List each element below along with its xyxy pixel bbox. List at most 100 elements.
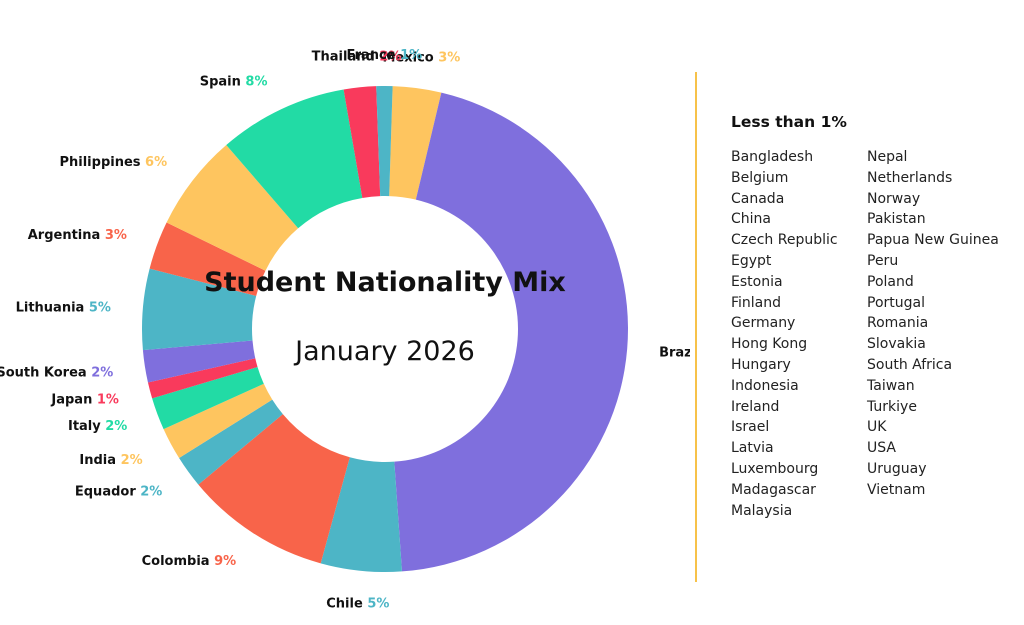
legend-item: Madagascar bbox=[731, 481, 816, 498]
legend-item: USA bbox=[867, 440, 896, 457]
legend-item: Poland bbox=[867, 273, 914, 290]
legend-item: Luxembourg bbox=[731, 460, 819, 477]
slice-label-name: Colombia bbox=[142, 554, 214, 569]
legend-item: Turkiye bbox=[867, 398, 917, 415]
slice-label-name: Japan bbox=[50, 393, 96, 408]
slice-label-name: Lithuania bbox=[16, 300, 89, 315]
legend-item: Uruguay bbox=[867, 460, 927, 477]
slice-label-name: Italy bbox=[68, 419, 105, 434]
slice-label: Lithuania 5% bbox=[16, 300, 111, 315]
slice-spain bbox=[226, 89, 363, 229]
slice-label-value: 1% bbox=[400, 48, 422, 63]
slice-label-value: 3% bbox=[438, 50, 460, 65]
divider bbox=[695, 72, 697, 582]
slice-south-korea bbox=[142, 340, 256, 383]
slice-label-value: 2% bbox=[140, 484, 162, 499]
legend-item: Belgium bbox=[731, 169, 789, 186]
legend-item: UK bbox=[867, 419, 887, 436]
chart-subtitle: January 2026 bbox=[293, 336, 475, 367]
slice-label-name: India bbox=[79, 453, 120, 468]
legend-item: Hong Kong bbox=[731, 336, 808, 353]
slice-label: Thailand 2% bbox=[312, 49, 402, 64]
legend-item: Czech Republic bbox=[731, 232, 838, 249]
slice-label: Philippines 6% bbox=[59, 155, 167, 170]
slice-brazil bbox=[394, 92, 628, 572]
legend-title: Less than 1% bbox=[731, 113, 847, 131]
legend-item: Germany bbox=[731, 315, 796, 332]
slice-equador bbox=[179, 399, 283, 485]
legend-item: Egypt bbox=[731, 252, 772, 269]
chart-title: Student Nationality Mix bbox=[204, 267, 566, 298]
slice-chile bbox=[320, 457, 402, 572]
legend-item: Peru bbox=[867, 252, 899, 269]
slice-label-name: South Korea bbox=[0, 365, 91, 380]
legend-item: Israel bbox=[731, 419, 770, 436]
slice-label-value: 6% bbox=[145, 155, 167, 170]
legend-item: Finland bbox=[731, 294, 782, 311]
slice-label: Colombia 9% bbox=[142, 554, 237, 569]
legend-item: Romania bbox=[867, 315, 929, 332]
legend-item: South Africa bbox=[867, 356, 953, 373]
legend-item: Taiwan bbox=[867, 377, 915, 394]
slice-label: Equador 2% bbox=[75, 484, 162, 499]
slice-label: Mexico 3% bbox=[382, 50, 460, 65]
slice-label-value: 5% bbox=[89, 300, 111, 315]
slice-label: India 2% bbox=[79, 453, 142, 468]
legend-item: Malaysia bbox=[731, 502, 793, 519]
slice-label: Japan 1% bbox=[50, 393, 119, 408]
slice-france bbox=[376, 86, 393, 197]
donut-chart: Mexico 3% Brazil 42% Chile 5% Colombia 9% Eq… bbox=[0, 48, 690, 612]
slice-label-value: 2% bbox=[379, 49, 401, 64]
legend-item: Papua New Guinea bbox=[867, 232, 999, 249]
slice-label: South Korea 2% bbox=[0, 365, 113, 380]
legend-column-2: Nepal Netherlands Norway Pakistan Papua New … bbox=[867, 147, 999, 521]
slice-italy bbox=[152, 366, 264, 430]
minor-countries-legend: Less than 1% Bangladesh Belgium Canada Chin… bbox=[731, 113, 999, 521]
legend-item: Latvia bbox=[731, 440, 774, 457]
legend-item: Norway bbox=[867, 190, 921, 207]
legend-item: Nepal bbox=[867, 149, 908, 165]
slice-argentina bbox=[149, 222, 266, 296]
slice-label: France 1% bbox=[347, 48, 423, 63]
slice-label-value: 2% bbox=[91, 365, 113, 380]
legend-item: Estonia bbox=[731, 273, 783, 290]
slice-label-name: Mexico bbox=[382, 50, 438, 65]
slice-label-name: Equador bbox=[75, 484, 140, 499]
slice-label-name: France bbox=[347, 48, 401, 63]
slice-philippines bbox=[166, 144, 299, 271]
slice-japan bbox=[147, 358, 258, 399]
slice-label-name: Philippines bbox=[59, 155, 145, 170]
slice-label-value: 2% bbox=[121, 453, 143, 468]
slice-lithuania bbox=[142, 268, 257, 351]
slice-label: Argentina 3% bbox=[28, 228, 127, 243]
slice-label-name: Brazil bbox=[659, 346, 690, 361]
legend-column-1: Bangladesh Belgium Canada China Czech Republ… bbox=[731, 147, 867, 521]
slice-label-name: Argentina bbox=[28, 228, 105, 243]
legend-item: Slovakia bbox=[867, 336, 926, 353]
slice-label-value: 2% bbox=[105, 419, 127, 434]
slice-india bbox=[163, 383, 273, 459]
legend-item: Ireland bbox=[731, 398, 780, 415]
legend-item: Vietnam bbox=[867, 481, 926, 498]
slice-label: Spain 8% bbox=[200, 74, 268, 89]
slice-label-value: 8% bbox=[245, 74, 267, 89]
slice-label-value: 3% bbox=[105, 228, 127, 243]
legend-item: Bangladesh bbox=[731, 149, 814, 165]
legend-item: Portugal bbox=[867, 294, 925, 311]
legend-item: Pakistan bbox=[867, 211, 926, 228]
slice-colombia bbox=[198, 414, 350, 564]
slice-label: Brazil 42% bbox=[659, 346, 690, 361]
slice-label-value: 5% bbox=[367, 597, 389, 612]
slice-label: Italy 2% bbox=[68, 419, 127, 434]
slice-mexico bbox=[389, 86, 442, 200]
slice-labels: Mexico 3% Brazil 42% Chile 5% Colombia 9% Eq… bbox=[0, 48, 690, 612]
slice-label: Chile 5% bbox=[326, 597, 389, 612]
legend-item: Netherlands bbox=[867, 169, 953, 186]
legend-item: Indonesia bbox=[731, 377, 799, 394]
slice-label-name: Chile bbox=[326, 597, 367, 612]
chart-slices bbox=[142, 86, 628, 572]
slice-label-value: 9% bbox=[214, 554, 236, 569]
slice-thailand bbox=[343, 86, 381, 198]
slice-label-name: Spain bbox=[200, 74, 246, 89]
slice-label-name: Thailand bbox=[312, 49, 380, 64]
